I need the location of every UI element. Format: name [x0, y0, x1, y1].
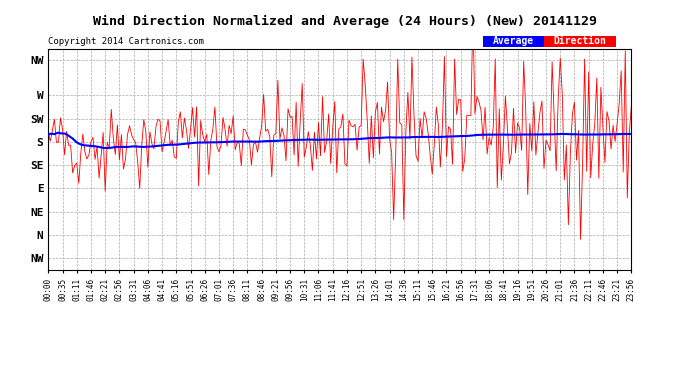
Text: Direction: Direction	[553, 36, 607, 46]
Text: Wind Direction Normalized and Average (24 Hours) (New) 20141129: Wind Direction Normalized and Average (2…	[93, 15, 597, 28]
Text: Average: Average	[493, 36, 534, 46]
Text: Copyright 2014 Cartronics.com: Copyright 2014 Cartronics.com	[48, 38, 204, 46]
